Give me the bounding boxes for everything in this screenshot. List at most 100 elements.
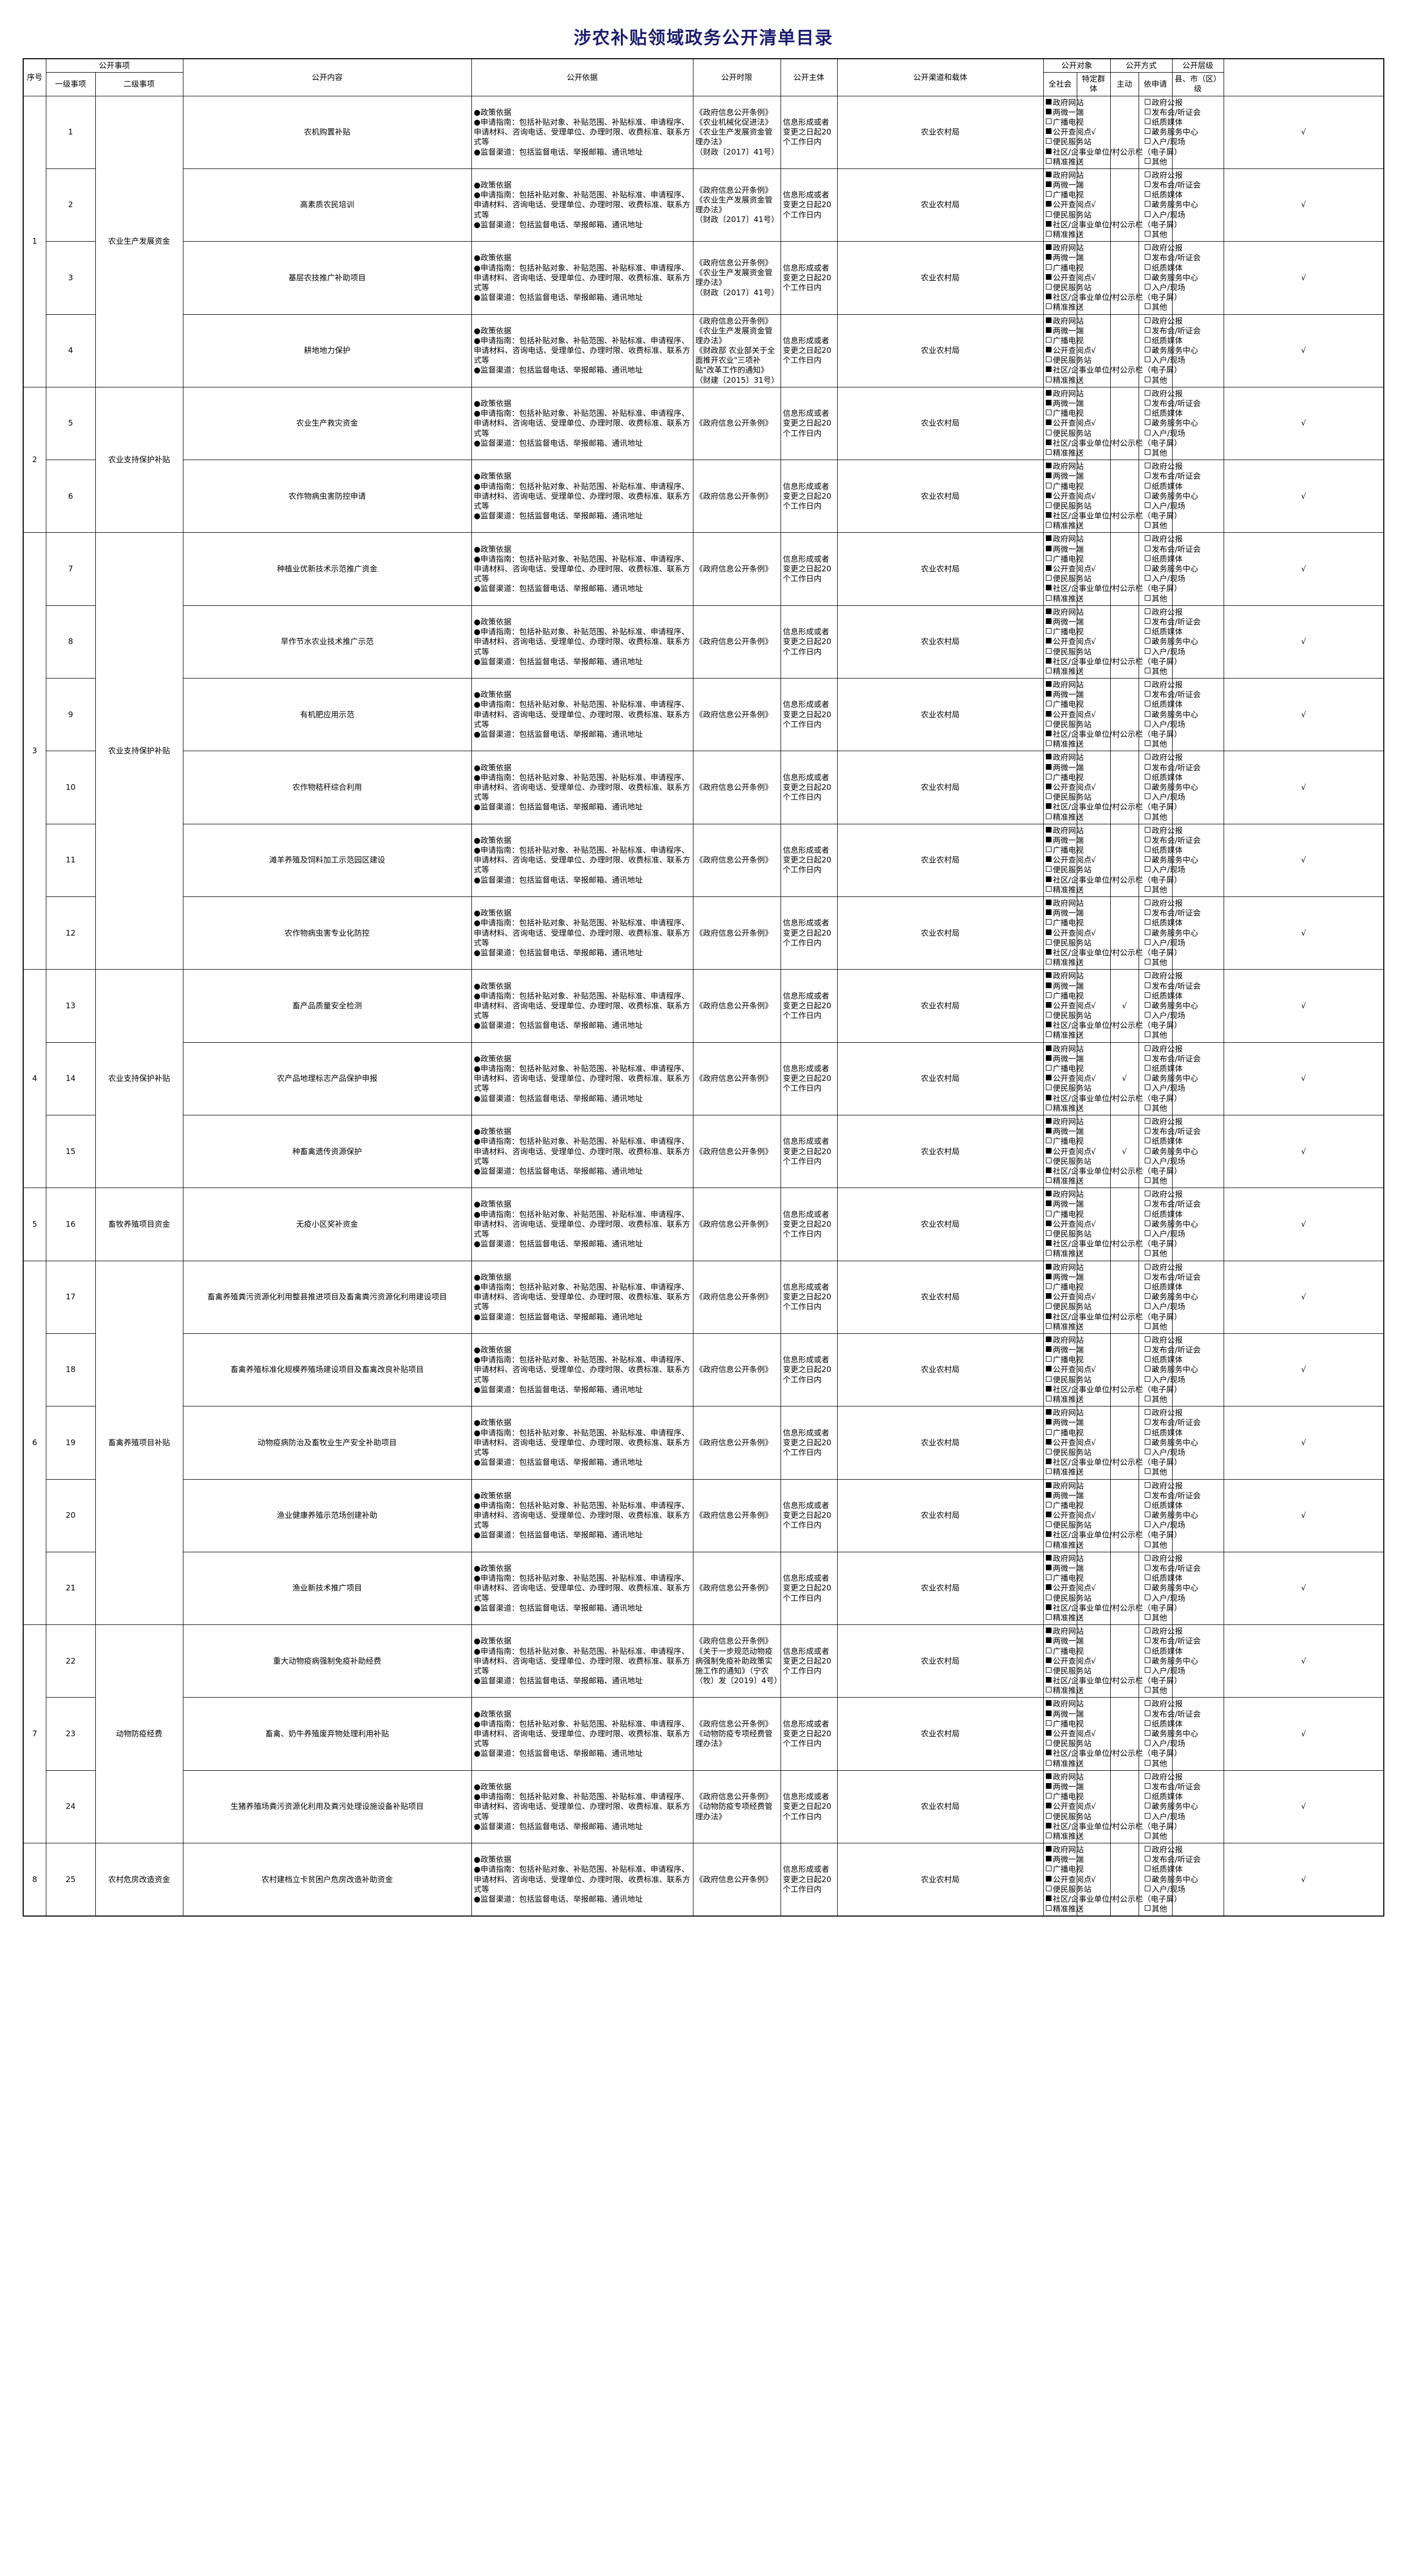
channel-option[interactable]: 公开查阅点 [1045, 200, 1144, 210]
checkbox-icon[interactable] [1045, 1147, 1052, 1154]
channel-option[interactable]: 纸质媒体 [1144, 1428, 1250, 1438]
channel-option[interactable]: 精准推送 [1045, 448, 1144, 458]
channel-option[interactable]: 广播电视 [1045, 1355, 1144, 1365]
channel-option[interactable]: 两微一端 [1045, 326, 1144, 336]
channel-option[interactable]: 发布会/听证会 [1144, 253, 1250, 263]
checkbox-icon[interactable] [1144, 303, 1150, 310]
checkbox-icon[interactable] [1045, 274, 1052, 280]
channel-option[interactable]: 便民服务站 [1045, 1229, 1144, 1239]
channel-option[interactable]: 公开查阅点 [1045, 127, 1144, 137]
checkbox-icon[interactable] [1045, 1055, 1052, 1061]
channel-option[interactable]: 便民服务站 [1045, 1812, 1144, 1822]
checkbox-icon[interactable] [1045, 400, 1052, 405]
checkbox-icon[interactable] [1045, 327, 1052, 333]
channel-option[interactable]: 政务服务中心 [1144, 1511, 1250, 1520]
channel-option[interactable]: 广播电视 [1045, 627, 1144, 637]
channel-option[interactable]: 其他 [1144, 594, 1250, 604]
channel-option[interactable]: 政务服务中心 [1144, 1583, 1250, 1593]
channel-option[interactable]: 政务服务中心 [1144, 564, 1250, 574]
channel-option[interactable]: 入户/现场 [1144, 1157, 1250, 1166]
channel-option[interactable]: 便民服务站 [1045, 792, 1144, 802]
channel-option[interactable]: 便民服务站 [1045, 865, 1144, 875]
channel-option[interactable]: 入户/现场 [1144, 647, 1250, 657]
checkbox-icon[interactable] [1045, 1875, 1052, 1882]
checkbox-icon[interactable] [1045, 628, 1052, 634]
channel-option[interactable]: 政府公报 [1144, 1335, 1250, 1345]
checkbox-icon[interactable] [1144, 648, 1150, 654]
channel-option[interactable]: 广播电视 [1045, 117, 1144, 127]
channel-option[interactable]: 发布会/听证会 [1144, 617, 1250, 627]
checkbox-icon[interactable] [1144, 419, 1150, 426]
checkbox-icon[interactable] [1045, 793, 1052, 800]
checkbox-icon[interactable] [1144, 1594, 1150, 1600]
checkbox-icon[interactable] [1144, 720, 1150, 726]
channel-option[interactable]: 政府公报 [1144, 534, 1250, 544]
channel-option[interactable]: 政务服务中心 [1144, 928, 1250, 938]
checkbox-icon[interactable] [1045, 1065, 1052, 1071]
channel-option[interactable]: 社区/企事业单位/村公示栏（电子屏） [1045, 657, 1250, 667]
channel-option[interactable]: 其他 [1144, 230, 1250, 240]
checkbox-icon[interactable] [1144, 211, 1150, 217]
checkbox-icon[interactable] [1045, 1614, 1052, 1620]
checkbox-icon[interactable] [1045, 1501, 1052, 1507]
channel-option[interactable]: 社区/企事业单位/村公示栏（电子屏） [1045, 1530, 1250, 1540]
channel-option[interactable]: 纸质媒体 [1144, 117, 1250, 127]
checkbox-icon[interactable] [1144, 400, 1150, 405]
checkbox-icon[interactable] [1045, 846, 1052, 853]
checkbox-icon[interactable] [1144, 1492, 1150, 1498]
checkbox-icon[interactable] [1144, 1376, 1150, 1382]
checkbox-icon[interactable] [1045, 773, 1052, 779]
channel-option[interactable]: 其他 [1144, 1176, 1250, 1186]
checkbox-icon[interactable] [1045, 1492, 1052, 1498]
channel-option[interactable]: 入户/现场 [1144, 1011, 1250, 1021]
checkbox-icon[interactable] [1144, 158, 1150, 164]
checkbox-icon[interactable] [1045, 1230, 1052, 1236]
checkbox-icon[interactable] [1144, 595, 1150, 601]
channel-option[interactable]: 发布会/听证会 [1144, 690, 1250, 700]
channel-option[interactable]: 政府网站 [1045, 753, 1144, 762]
channel-option[interactable]: 两微一端 [1045, 1709, 1144, 1719]
checkbox-icon[interactable] [1144, 1293, 1150, 1299]
channel-option[interactable]: 政务服务中心 [1144, 1147, 1250, 1157]
channel-option[interactable]: 政府公报 [1144, 1044, 1250, 1054]
checkbox-icon[interactable] [1144, 327, 1150, 333]
channel-option[interactable]: 便民服务站 [1045, 1011, 1144, 1021]
checkbox-icon[interactable] [1144, 108, 1150, 114]
checkbox-icon[interactable] [1144, 181, 1150, 188]
channel-option[interactable]: 便民服务站 [1045, 1739, 1144, 1749]
channel-option[interactable]: 便民服务站 [1045, 1666, 1144, 1676]
checkbox-icon[interactable] [1045, 1677, 1052, 1683]
checkbox-icon[interactable] [1144, 347, 1150, 353]
channel-option[interactable]: 广播电视 [1045, 1792, 1144, 1802]
channel-option[interactable]: 入户/现场 [1144, 1448, 1250, 1458]
checkbox-icon[interactable] [1144, 1885, 1150, 1891]
checkbox-icon[interactable] [1144, 535, 1150, 541]
checkbox-icon[interactable] [1144, 1396, 1150, 1401]
checkbox-icon[interactable] [1045, 317, 1052, 323]
checkbox-icon[interactable] [1144, 1409, 1150, 1415]
checkbox-icon[interactable] [1045, 1385, 1052, 1392]
checkbox-icon[interactable] [1045, 231, 1052, 236]
checkbox-icon[interactable] [1045, 283, 1052, 290]
checkbox-icon[interactable] [1045, 347, 1052, 353]
channel-option[interactable]: 公开查阅点 [1045, 928, 1144, 938]
checkbox-icon[interactable] [1045, 764, 1052, 770]
channel-option[interactable]: 入户/现场 [1144, 938, 1250, 948]
channel-option[interactable]: 精准推送 [1045, 1249, 1144, 1259]
channel-option[interactable]: 精准推送 [1045, 302, 1144, 312]
checkbox-icon[interactable] [1045, 886, 1052, 892]
channel-option[interactable]: 政府网站 [1045, 243, 1144, 253]
channel-option[interactable]: 两微一端 [1045, 108, 1144, 117]
checkbox-icon[interactable] [1045, 512, 1052, 518]
checkbox-icon[interactable] [1045, 376, 1052, 382]
checkbox-icon[interactable] [1045, 992, 1052, 998]
checkbox-icon[interactable] [1144, 982, 1150, 988]
channel-option[interactable]: 入户/现场 [1144, 865, 1250, 875]
channel-option[interactable]: 政府网站 [1045, 1190, 1144, 1199]
checkbox-icon[interactable] [1045, 181, 1052, 188]
channel-option[interactable]: 政府网站 [1045, 462, 1144, 471]
checkbox-icon[interactable] [1045, 1366, 1052, 1372]
channel-option[interactable]: 广播电视 [1045, 190, 1144, 200]
channel-option[interactable]: 纸质媒体 [1144, 263, 1250, 273]
channel-option[interactable]: 政务服务中心 [1144, 1802, 1250, 1811]
